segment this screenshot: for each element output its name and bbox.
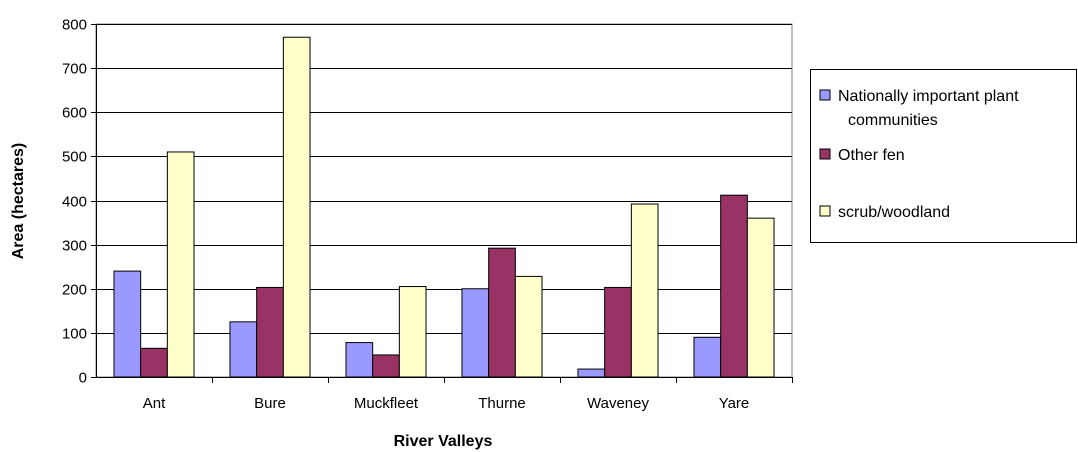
y-tick-label: 700	[62, 61, 87, 78]
bar	[398, 286, 427, 378]
plot-area	[95, 23, 793, 378]
x-tick-label: Muckfleet	[354, 395, 419, 412]
bar	[577, 368, 606, 378]
bar	[166, 151, 195, 378]
legend-swatch	[819, 205, 831, 217]
bar	[372, 354, 400, 378]
bar	[140, 347, 168, 378]
bar	[604, 286, 632, 378]
bar	[746, 217, 775, 378]
legend-swatch	[819, 89, 831, 101]
bar	[693, 336, 722, 378]
x-tick-label: Yare	[719, 395, 750, 412]
legend-label: scrub/woodland	[838, 204, 950, 221]
x-tick-label: Ant	[143, 395, 166, 412]
y-tick-label: 500	[62, 149, 87, 166]
y-tick-label: 0	[79, 370, 87, 387]
y-tick-label: 600	[62, 105, 87, 122]
bar	[720, 194, 748, 378]
x-tick-label: Thurne	[478, 395, 526, 412]
y-tick-label: 200	[62, 282, 87, 299]
bar	[488, 247, 516, 378]
bar	[514, 275, 543, 378]
y-tick-label: 300	[62, 238, 87, 255]
bar	[229, 321, 258, 378]
bar	[630, 203, 659, 378]
legend-label: Other fen	[838, 147, 905, 164]
bar	[461, 288, 490, 378]
bar	[345, 342, 374, 378]
x-tick-label: Bure	[254, 395, 286, 412]
y-tick-label: 100	[62, 326, 87, 343]
axes	[91, 24, 793, 383]
bar	[256, 286, 284, 378]
legend: Nationally important plant communities Oth…	[810, 69, 1077, 243]
bars	[113, 36, 775, 378]
bar	[282, 36, 311, 378]
y-axis-title: Area (hectares)	[10, 143, 27, 260]
y-tick-label: 800	[62, 17, 87, 34]
legend-swatch	[819, 148, 831, 160]
x-tick-label: Waveney	[587, 395, 649, 412]
tick-labels: 0 100 200 300 400 500 600 700 800 Ant Bure Muckflee…	[62, 17, 749, 413]
bar	[113, 270, 142, 378]
gridlines	[95, 23, 793, 378]
x-axis-title: River Valleys	[394, 433, 493, 450]
legend-label: Nationally important plant communities	[838, 88, 1019, 129]
legend-box	[810, 69, 1077, 243]
y-tick-label: 400	[62, 194, 87, 211]
